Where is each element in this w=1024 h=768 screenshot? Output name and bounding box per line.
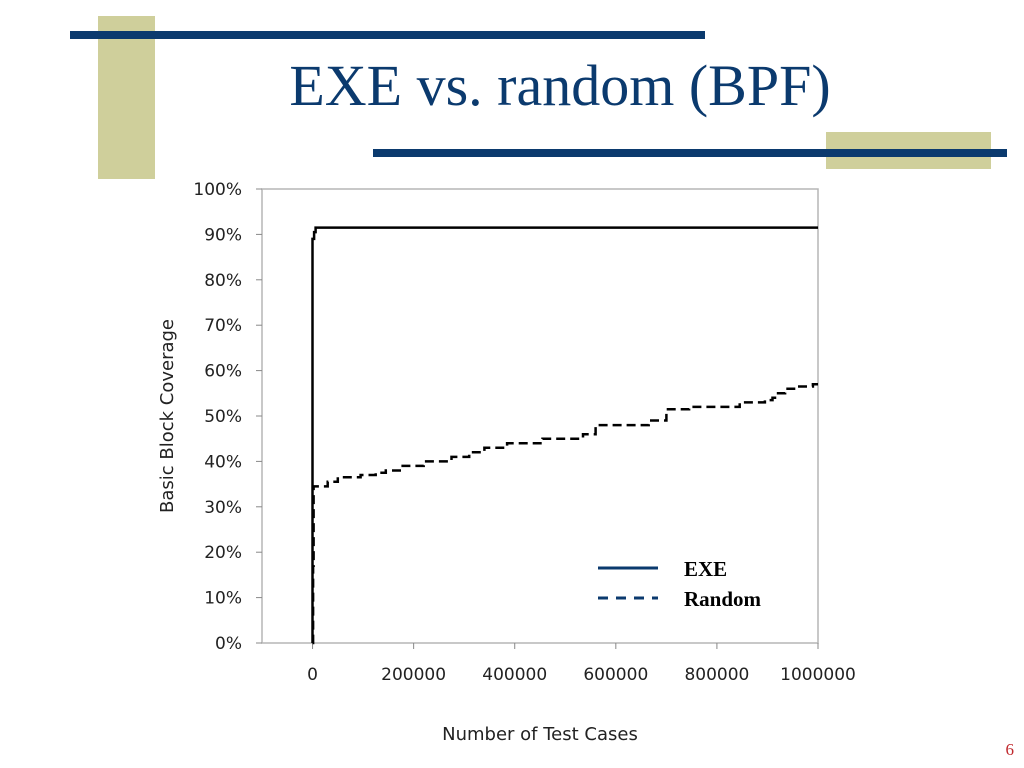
y-tick-label: 90% xyxy=(204,225,242,245)
y-axis-title: Basic Block Coverage xyxy=(157,319,178,513)
y-tick-label: 70% xyxy=(204,316,242,336)
x-axis-title: Number of Test Cases xyxy=(442,724,638,745)
y-tick-label: 100% xyxy=(193,180,242,200)
slide-title: EXE vs. random (BPF) xyxy=(289,53,831,118)
legend-label-random: Random xyxy=(684,587,762,611)
y-tick-label: 0% xyxy=(215,634,242,654)
y-tick-label: 50% xyxy=(204,407,242,427)
tan-accent-block-top-left xyxy=(98,16,155,179)
y-tick-label: 60% xyxy=(204,362,242,382)
x-tick-label: 600000 xyxy=(583,665,648,685)
y-tick-label: 30% xyxy=(204,498,242,518)
y-tick-label: 40% xyxy=(204,452,242,472)
navy-rule-bottom xyxy=(373,149,1007,157)
y-tick-label: 20% xyxy=(204,543,242,563)
x-tick-label: 1000000 xyxy=(780,665,856,685)
navy-rule-top xyxy=(70,31,705,39)
x-tick-label: 800000 xyxy=(684,665,749,685)
y-tick-label: 10% xyxy=(204,589,242,609)
page-number: 6 xyxy=(1005,740,1015,759)
legend-label-exe: EXE xyxy=(684,557,727,581)
series-line-random xyxy=(311,382,818,645)
y-tick-label: 80% xyxy=(204,271,242,291)
plot-frame xyxy=(261,188,819,644)
series-line-exe xyxy=(311,226,818,643)
x-tick-label: 0 xyxy=(307,665,318,685)
x-tick-label: 400000 xyxy=(482,665,547,685)
x-tick-label: 200000 xyxy=(381,665,446,685)
